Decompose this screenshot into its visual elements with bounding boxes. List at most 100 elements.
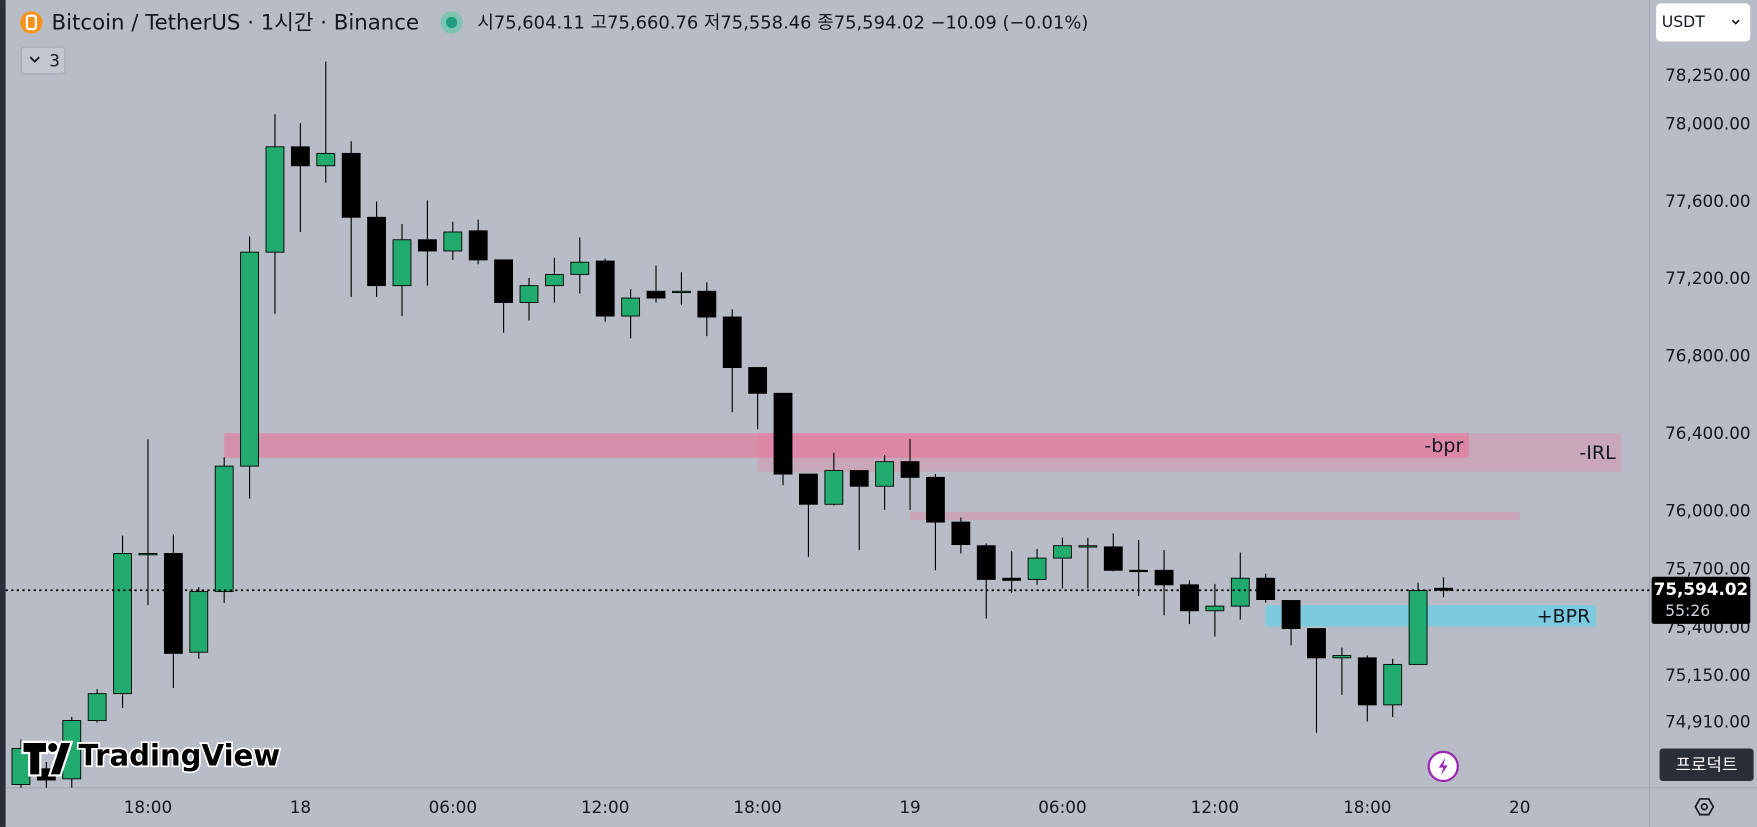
last-price-label: 75,594.02 — [1654, 579, 1749, 599]
currency-label: USDT — [1662, 12, 1705, 31]
y-tick-label: 75,150.00 — [1665, 665, 1750, 685]
chevron — [29, 56, 40, 63]
candle-body — [1230, 577, 1250, 607]
candle-body — [1281, 600, 1301, 630]
currency-select[interactable]: USDT — [1656, 3, 1751, 42]
zone — [224, 433, 1469, 458]
y-tick-label: 76,800.00 — [1665, 346, 1750, 366]
candle-body — [1408, 589, 1428, 665]
x-tick-label: 18:00 — [124, 797, 172, 817]
candle-body — [1256, 577, 1276, 600]
candle-body — [163, 553, 183, 654]
candle-body — [875, 461, 895, 487]
candle-body — [1053, 545, 1072, 559]
ohlc-readout: 시75,604.11 고75,660.76 저75,558.46 종75,594… — [477, 13, 1088, 34]
x-tick-label: 20 — [1509, 797, 1530, 817]
candle-body — [1027, 557, 1047, 580]
product-button-label: 프로덕트 — [1676, 754, 1738, 774]
alert-icon — [1438, 757, 1448, 776]
settings-icon — [1700, 803, 1708, 811]
overlay: -IRL -bpr +BPR 78,250.00 78,000.00 77,600.00 7… — [124, 65, 1751, 817]
logo: TradingView — [21, 737, 282, 777]
candle-body — [1205, 605, 1225, 612]
settings-button[interactable] — [1694, 798, 1715, 816]
x-tick-label: 12:00 — [581, 797, 629, 817]
candle-body — [570, 261, 590, 275]
logo-mark — [45, 740, 60, 755]
candle-body — [1383, 663, 1403, 706]
coin-icon-glyph — [25, 14, 37, 31]
candle-body — [1002, 577, 1022, 581]
candle-body — [544, 273, 564, 287]
plot-area — [5, 61, 1650, 788]
candle-body — [1129, 569, 1149, 573]
candle-body — [646, 290, 666, 299]
y-tick-label: 75,700.00 — [1665, 559, 1750, 579]
y-tick-label: 74,910.00 — [1665, 712, 1750, 732]
candle-body — [697, 290, 717, 318]
candle-body — [1078, 545, 1098, 548]
candle-body — [1332, 655, 1352, 659]
candle-body — [367, 216, 387, 287]
x-tick-label: 19 — [899, 797, 920, 817]
candle-body — [417, 239, 437, 252]
countdown: 55:26 — [1665, 601, 1710, 620]
chevron — [1731, 19, 1740, 25]
zone-label: -IRL — [1579, 442, 1616, 464]
candle-body — [621, 297, 641, 317]
candle-body — [468, 230, 488, 261]
candle-body — [494, 259, 514, 303]
product-button[interactable]: 프로덕트 — [1659, 748, 1754, 782]
candle-body — [824, 470, 844, 505]
candle-body — [1103, 546, 1123, 571]
currency-box[interactable] — [1656, 3, 1751, 42]
last-price-box — [1651, 576, 1751, 624]
zone-label: -bpr — [1424, 435, 1463, 457]
candle-body — [341, 152, 361, 218]
indicator-toggle[interactable]: 3 — [20, 46, 66, 75]
candle-body — [595, 260, 615, 317]
x-tick-label: 18:00 — [733, 797, 781, 817]
candle-body — [240, 251, 259, 467]
x-tick-label: 18:00 — [1343, 797, 1391, 817]
x-tick-label: 18 — [290, 797, 311, 817]
x-tick-label: 12:00 — [1191, 797, 1239, 817]
candle-body — [1434, 587, 1453, 591]
coin-icon — [20, 11, 43, 34]
zone — [910, 512, 1520, 520]
y-tick-label: 78,250.00 — [1665, 65, 1750, 85]
candle-body — [189, 591, 209, 653]
candle-body — [926, 476, 945, 523]
candle-body — [1357, 657, 1377, 706]
candle-body — [672, 290, 691, 294]
candle-body — [316, 152, 336, 167]
candle-body — [1180, 584, 1199, 612]
y-tick-label: 76,000.00 — [1665, 501, 1750, 521]
candle-body — [519, 285, 539, 303]
candle-body — [265, 146, 285, 253]
candle-body — [849, 470, 869, 487]
y-tick-label: 76,400.00 — [1665, 423, 1750, 443]
symbol-title: Bitcoin / TetherUS · 1시간 · Binance — [52, 11, 420, 36]
candle-body — [113, 553, 132, 695]
logo-text: TradingView — [78, 739, 280, 773]
y-tick-label: 77,600.00 — [1665, 191, 1750, 211]
candle-body — [900, 461, 920, 478]
candle-body — [976, 545, 996, 580]
zone — [1265, 605, 1596, 627]
candle-body — [214, 465, 234, 593]
product-button-box[interactable] — [1659, 748, 1754, 782]
candle-body — [392, 239, 412, 287]
indicator-chip[interactable] — [20, 46, 66, 75]
status-dot-inner — [445, 16, 458, 29]
candle-body — [748, 367, 768, 394]
candle-body — [290, 146, 310, 167]
x-tick-label: 06:00 — [1038, 797, 1086, 817]
candle-body — [773, 392, 793, 475]
candle-body — [951, 521, 971, 545]
candle-body — [443, 231, 463, 252]
candle-body — [722, 316, 742, 369]
candle-body — [799, 473, 818, 505]
